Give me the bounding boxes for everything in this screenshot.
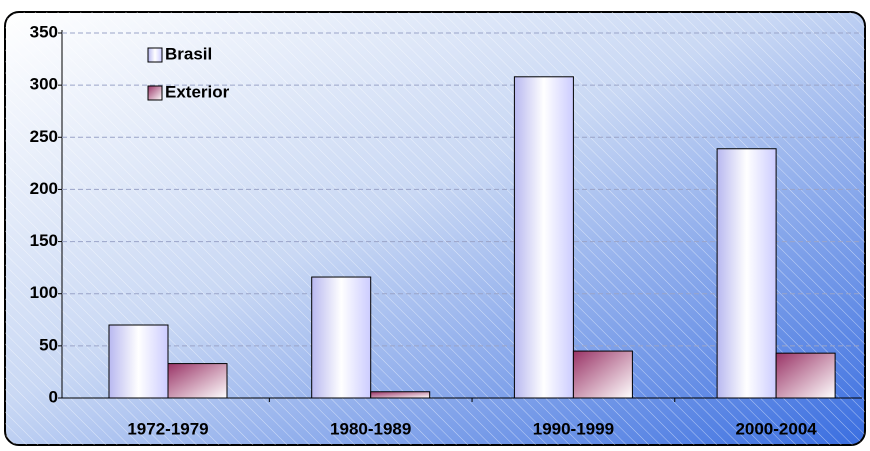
x-tick-label: 1980-1989 bbox=[330, 419, 411, 438]
bar bbox=[311, 276, 372, 399]
legend-swatch bbox=[147, 85, 163, 101]
y-tick-label: 100 bbox=[30, 283, 58, 302]
bar bbox=[775, 352, 836, 399]
y-tick-label: 250 bbox=[30, 127, 58, 146]
bar bbox=[513, 76, 574, 399]
bar bbox=[108, 324, 169, 399]
y-tick-label: 0 bbox=[49, 387, 58, 406]
bar bbox=[716, 148, 777, 399]
bar bbox=[167, 363, 228, 399]
legend-label: Exterior bbox=[165, 82, 230, 101]
legend-swatch bbox=[147, 47, 163, 63]
y-tick-label: 150 bbox=[30, 231, 58, 250]
y-tick-label: 350 bbox=[30, 22, 58, 41]
legend-label: Brasil bbox=[165, 44, 212, 63]
bar bbox=[370, 391, 431, 399]
y-tick-label: 50 bbox=[39, 335, 58, 354]
x-tick-label: 2000-2004 bbox=[735, 419, 817, 438]
chart-hatch bbox=[5, 12, 865, 445]
legend: Brasil Exterior bbox=[147, 44, 230, 101]
y-tick-label: 300 bbox=[30, 75, 58, 94]
y-tick-label: 200 bbox=[30, 179, 58, 198]
x-tick-label: 1990-1999 bbox=[533, 419, 614, 438]
x-tick-label: 1972-1979 bbox=[127, 419, 208, 438]
bar bbox=[572, 350, 633, 399]
